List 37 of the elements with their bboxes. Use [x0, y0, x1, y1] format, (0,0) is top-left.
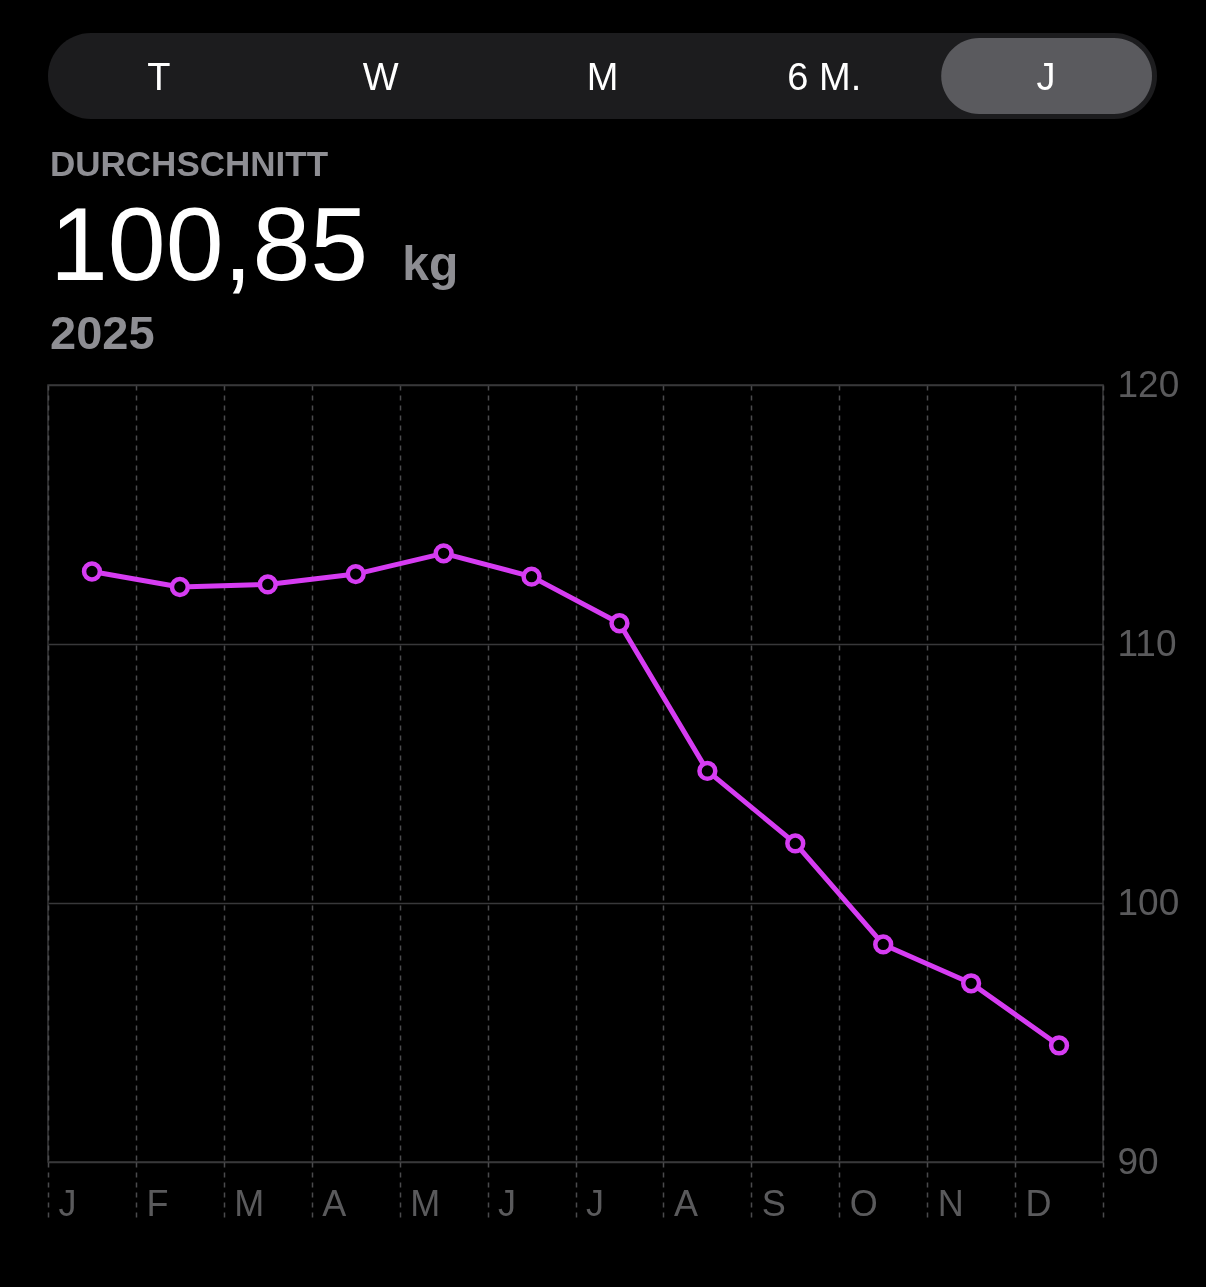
point	[873, 934, 894, 955]
x-tick-label: A	[322, 1182, 347, 1224]
x-tick-label: J	[498, 1182, 517, 1224]
x-tick-label: J	[586, 1182, 604, 1224]
x-tick-label: O	[849, 1182, 878, 1224]
y-tick-label: 120	[1117, 363, 1180, 405]
point	[960, 973, 982, 994]
point	[521, 566, 542, 587]
x-tick-label: S	[761, 1182, 786, 1224]
x-tick-label: A	[673, 1182, 698, 1224]
point	[345, 563, 366, 585]
x-tick-label: J	[58, 1182, 77, 1224]
text: kg	[402, 237, 459, 290]
x-tick-label: N	[937, 1182, 964, 1224]
point	[697, 760, 718, 782]
x-tick-label: M	[234, 1182, 265, 1224]
x-tick-label: M	[410, 1182, 441, 1224]
point	[433, 543, 454, 564]
chart-subtitle: 2025	[50, 306, 155, 359]
y-tick-label: 100	[1117, 881, 1180, 923]
text: 6 M.	[787, 56, 862, 98]
y-tick-label: 110	[1117, 622, 1177, 664]
text: T	[147, 56, 171, 98]
point	[785, 833, 806, 854]
text: J	[1036, 56, 1056, 98]
text: 100,85	[50, 186, 369, 302]
x-tick-label: D	[1025, 1182, 1052, 1224]
point	[169, 576, 191, 598]
point	[1048, 1035, 1070, 1056]
point	[609, 613, 630, 634]
point	[257, 574, 278, 595]
x-tick-label: F	[146, 1182, 169, 1224]
chart-title: DURCHSCHNITT	[50, 144, 329, 183]
y-tick-label: 90	[1117, 1140, 1159, 1182]
text: W	[362, 56, 399, 98]
point	[81, 561, 103, 582]
text: M	[586, 56, 619, 98]
